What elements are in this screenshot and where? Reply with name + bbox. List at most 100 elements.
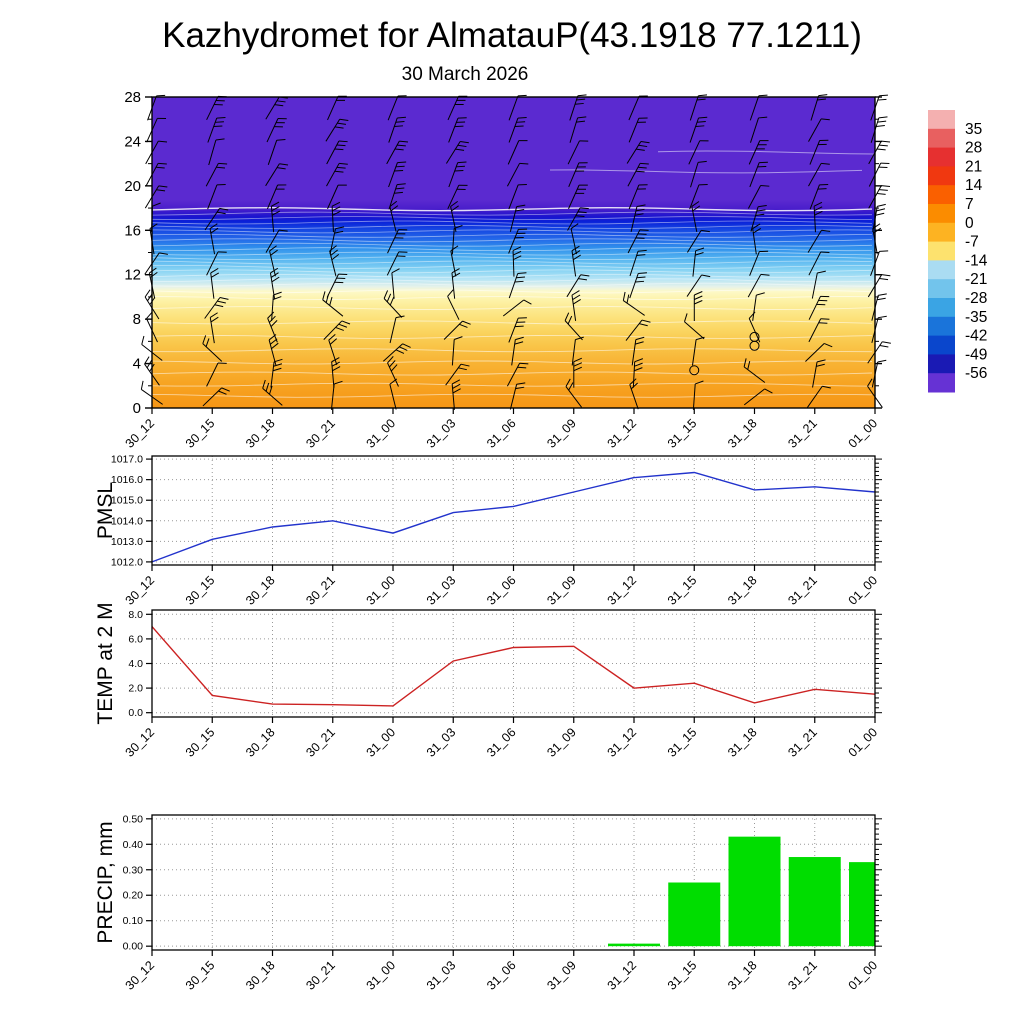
wind-barb: [689, 183, 708, 210]
time-tick-label: 31_03: [424, 573, 459, 608]
temp2m-ytick-label: 8.0: [128, 609, 143, 621]
wind-barb: [207, 117, 226, 143]
colorbar-tick-label: -42: [965, 328, 987, 345]
wind-barb: [448, 161, 467, 188]
wind-barb: [205, 162, 228, 187]
precip-bar: [788, 857, 841, 947]
precip-bars: [608, 836, 875, 947]
wind-barb: [386, 140, 409, 165]
wind-barb: [267, 311, 278, 343]
height-tick-label: 12: [124, 267, 141, 284]
wind-barb: [629, 378, 639, 410]
wind-barb: [628, 117, 648, 143]
wind-barb: [204, 207, 229, 231]
wind-barb: [807, 229, 831, 253]
height-tick-label: 20: [124, 178, 141, 195]
wind-barb: [809, 183, 829, 210]
wind-barb: [749, 161, 768, 188]
wind-barb: [209, 223, 219, 255]
wind-barb: [627, 229, 649, 254]
cross-section-panel: 0 4 8 12 16 20 24 28 30_12 30_15 30_18 30_21 31_00 31…: [123, 89, 891, 451]
wind-barb: [204, 296, 229, 319]
colorbar-tick-label: 0: [965, 215, 974, 232]
pmsl-panel: 1012.0 1013.0 1014.0 1015.0 1016.0 1017.0 30_1…: [94, 454, 882, 608]
wind-barb: [323, 320, 351, 340]
wind-barb: [451, 379, 461, 410]
time-tick-label: 30_12: [123, 725, 158, 760]
wind-barb: [389, 315, 405, 344]
wind-barb: [813, 201, 823, 233]
colorbar-tick-label: -35: [965, 309, 987, 326]
pmsl-ytick-label: 1013.0: [111, 536, 143, 548]
pmsl-grid: [151, 456, 876, 565]
time-tick-label: 31_00: [364, 573, 399, 608]
temp2m-ytick-label: 2.0: [128, 683, 143, 695]
wind-barb: [391, 268, 400, 299]
temp2m-ytick-label: 0.0: [128, 707, 143, 719]
precip-ytick-label: 0.30: [123, 864, 144, 876]
wind-barb: [267, 139, 286, 165]
time-tick-label: 31_18: [725, 958, 760, 993]
wind-barb: [632, 358, 644, 388]
time-tick-label: 31_21: [785, 958, 820, 993]
pmsl-ytick-label: 1014.0: [111, 515, 143, 527]
wind-barb: [508, 183, 527, 210]
wind-barb: [689, 116, 708, 143]
calm-wind-marker: [749, 331, 760, 342]
time-tick-label: 31_06: [484, 416, 519, 451]
wind-barb: [327, 95, 347, 121]
wind-barb: [749, 250, 769, 276]
wind-barb: [628, 95, 648, 121]
wind-barb: [573, 357, 583, 388]
precip-bar: [849, 862, 875, 947]
colorbar-segment: [928, 166, 955, 186]
temp2m-grid: [151, 610, 876, 717]
time-tick-label: 31_03: [424, 725, 459, 760]
wind-barb: [447, 289, 460, 320]
wind-barb: [502, 299, 532, 317]
time-tick-label: 31_15: [665, 416, 700, 451]
wind-barb: [266, 184, 287, 210]
wind-barb: [626, 140, 650, 164]
colorbar-segment: [928, 185, 955, 205]
wind-barb: [689, 94, 708, 121]
precip-ytick-label: 0.00: [123, 941, 144, 953]
temp2m-line: [151, 626, 876, 707]
wind-barb: [508, 272, 527, 299]
wind-barb: [743, 358, 766, 383]
colorbar-tick-label: 21: [965, 158, 982, 175]
time-tick-label: 31_12: [605, 573, 640, 608]
colorbar-segment: [928, 110, 955, 130]
wind-barb: [808, 251, 830, 276]
colorbar-segment: [928, 128, 955, 149]
pmsl-line: [151, 471, 876, 563]
time-tick-label: 30_15: [183, 725, 218, 760]
time-tick-label: 31_15: [665, 958, 700, 993]
time-tick-label: 30_18: [243, 958, 278, 993]
wind-barb: [445, 140, 469, 164]
wind-barb: [451, 336, 463, 366]
time-tick-label: 31_00: [364, 416, 399, 451]
wind-barb: [808, 162, 830, 187]
time-tick-label: 31_21: [785, 725, 820, 760]
colorbar-tick-label: -28: [965, 290, 987, 307]
height-tick-label: 28: [124, 89, 141, 106]
colorbar-tick-label: -21: [965, 271, 987, 288]
wind-barb: [808, 118, 830, 142]
wind-barb: [691, 201, 701, 233]
wind-barb: [448, 117, 467, 143]
wind-barb: [330, 380, 343, 410]
time-tick-label: 01_00: [846, 573, 881, 608]
pmsl-ytick-label: 1017.0: [111, 454, 143, 466]
wind-barbs-layer: [140, 94, 891, 410]
wind-barb: [627, 162, 649, 187]
time-tick-label: 30_12: [123, 573, 158, 608]
wind-barb: [569, 116, 587, 143]
colorbar-tick-label: -56: [965, 365, 987, 382]
wind-barb: [508, 228, 528, 254]
time-tick-label: 31_15: [665, 725, 700, 760]
colorbar-tick-label: -49: [965, 346, 987, 363]
precip-bar: [728, 836, 781, 947]
chart-subtitle: 30 March 2026: [401, 64, 529, 85]
wind-barb: [450, 245, 459, 277]
